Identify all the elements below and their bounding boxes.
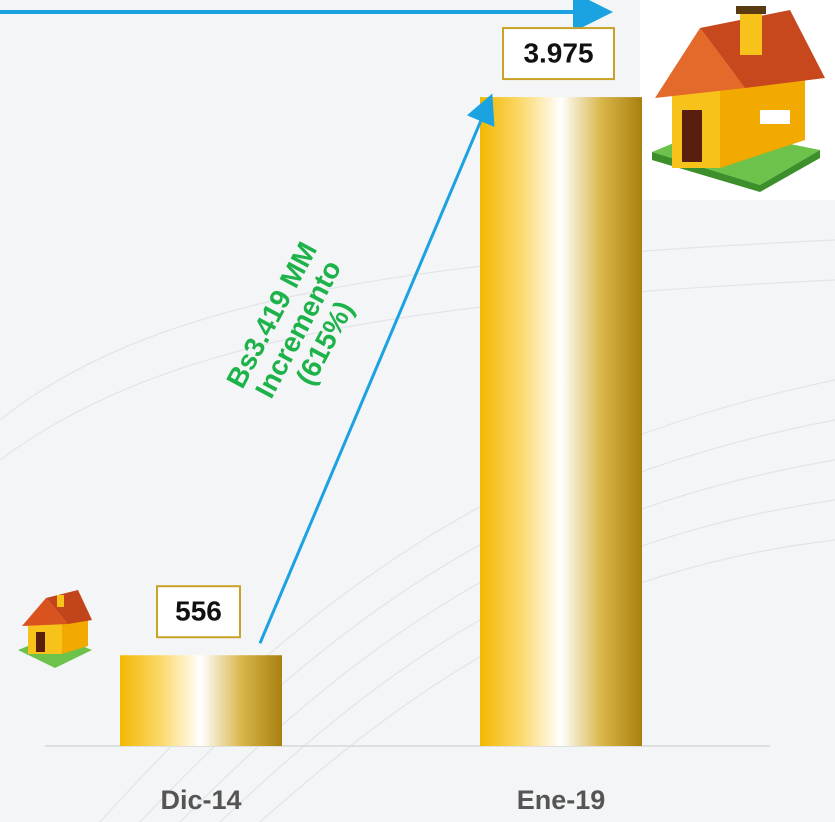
page: {"chart_data": {"type": "bar", "categori… (0, 0, 835, 822)
bar (120, 655, 282, 746)
chart: Bs3.419 MMIncremento(615%) Dic-14Ene-195… (0, 0, 835, 822)
value-label: 556 (175, 596, 222, 627)
x-tick-label: Ene-19 (517, 785, 606, 815)
big-house-icon (640, 0, 835, 200)
value-label: 3.975 (523, 37, 593, 68)
bar (480, 97, 642, 746)
x-tick-label: Dic-14 (160, 785, 241, 815)
